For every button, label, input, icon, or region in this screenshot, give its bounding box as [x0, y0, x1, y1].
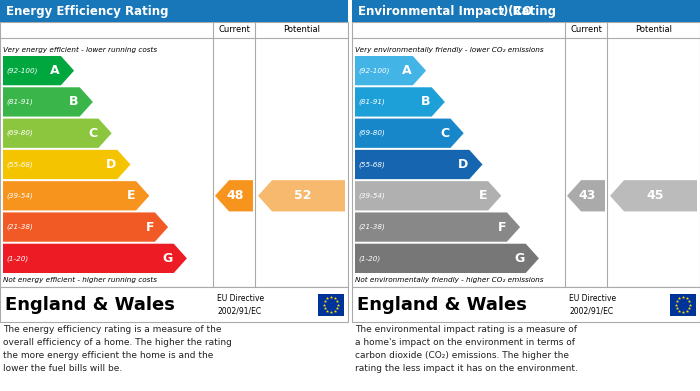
Text: Current: Current: [218, 25, 250, 34]
Text: E: E: [479, 189, 487, 202]
Bar: [352, 287, 700, 322]
Text: (55-68): (55-68): [358, 161, 385, 168]
Text: D: D: [458, 158, 468, 171]
Text: C: C: [440, 127, 449, 140]
Text: E: E: [127, 189, 135, 202]
Bar: [0, 0, 348, 22]
Polygon shape: [3, 181, 149, 210]
Text: (69-80): (69-80): [358, 130, 385, 136]
Bar: [352, 22, 700, 287]
Polygon shape: [610, 180, 697, 212]
Text: 48: 48: [227, 189, 244, 202]
Text: B: B: [69, 95, 78, 108]
Text: F: F: [498, 221, 506, 233]
Text: F: F: [146, 221, 154, 233]
Polygon shape: [3, 244, 187, 273]
Polygon shape: [215, 180, 253, 212]
Text: 52: 52: [294, 189, 312, 202]
Text: (69-80): (69-80): [6, 130, 33, 136]
Text: (39-54): (39-54): [358, 192, 385, 199]
Polygon shape: [258, 180, 345, 212]
Text: The energy efficiency rating is a measure of the
overall efficiency of a home. T: The energy efficiency rating is a measur…: [3, 325, 232, 373]
Text: D: D: [106, 158, 116, 171]
Text: A: A: [50, 64, 60, 77]
Text: (92-100): (92-100): [358, 67, 389, 74]
Text: C: C: [88, 127, 97, 140]
Text: Not environmentally friendly - higher CO₂ emissions: Not environmentally friendly - higher CO…: [355, 277, 543, 283]
Polygon shape: [3, 56, 74, 85]
Polygon shape: [355, 181, 501, 210]
Text: England & Wales: England & Wales: [357, 296, 527, 314]
Text: ) Rating: ) Rating: [503, 5, 556, 18]
Text: 2: 2: [498, 8, 503, 17]
Text: (55-68): (55-68): [6, 161, 33, 168]
Polygon shape: [3, 150, 130, 179]
Text: Environmental Impact (CO: Environmental Impact (CO: [358, 5, 532, 18]
Bar: [670, 294, 696, 316]
Polygon shape: [3, 118, 112, 148]
Polygon shape: [355, 244, 539, 273]
Text: 45: 45: [646, 189, 664, 202]
Text: Energy Efficiency Rating: Energy Efficiency Rating: [6, 5, 169, 18]
Polygon shape: [3, 87, 93, 117]
Polygon shape: [355, 118, 463, 148]
Text: Very energy efficient - lower running costs: Very energy efficient - lower running co…: [3, 47, 157, 53]
Text: Potential: Potential: [283, 25, 320, 34]
Polygon shape: [3, 212, 168, 242]
Text: G: G: [162, 252, 173, 265]
Text: G: G: [514, 252, 525, 265]
Text: Potential: Potential: [635, 25, 672, 34]
Text: (81-91): (81-91): [358, 99, 385, 105]
Text: (39-54): (39-54): [6, 192, 33, 199]
Text: (1-20): (1-20): [358, 255, 380, 262]
Text: (21-38): (21-38): [358, 224, 385, 230]
Text: England & Wales: England & Wales: [5, 296, 175, 314]
Text: EU Directive
2002/91/EC: EU Directive 2002/91/EC: [217, 294, 264, 315]
Polygon shape: [355, 87, 445, 117]
Text: The environmental impact rating is a measure of
a home's impact on the environme: The environmental impact rating is a mea…: [355, 325, 578, 373]
Text: (92-100): (92-100): [6, 67, 38, 74]
Text: Very environmentally friendly - lower CO₂ emissions: Very environmentally friendly - lower CO…: [355, 47, 544, 53]
Bar: [0, 22, 348, 287]
Polygon shape: [567, 180, 605, 212]
Text: B: B: [421, 95, 430, 108]
Text: A: A: [402, 64, 412, 77]
Text: (1-20): (1-20): [6, 255, 28, 262]
Text: Not energy efficient - higher running costs: Not energy efficient - higher running co…: [3, 277, 157, 283]
Text: (81-91): (81-91): [6, 99, 33, 105]
Polygon shape: [355, 150, 482, 179]
Text: 43: 43: [579, 189, 596, 202]
Text: (21-38): (21-38): [6, 224, 33, 230]
Polygon shape: [355, 56, 426, 85]
Bar: [0, 287, 348, 322]
Bar: [318, 294, 344, 316]
Text: Current: Current: [570, 25, 602, 34]
Text: EU Directive
2002/91/EC: EU Directive 2002/91/EC: [569, 294, 616, 315]
Polygon shape: [355, 212, 520, 242]
Bar: [352, 0, 700, 22]
